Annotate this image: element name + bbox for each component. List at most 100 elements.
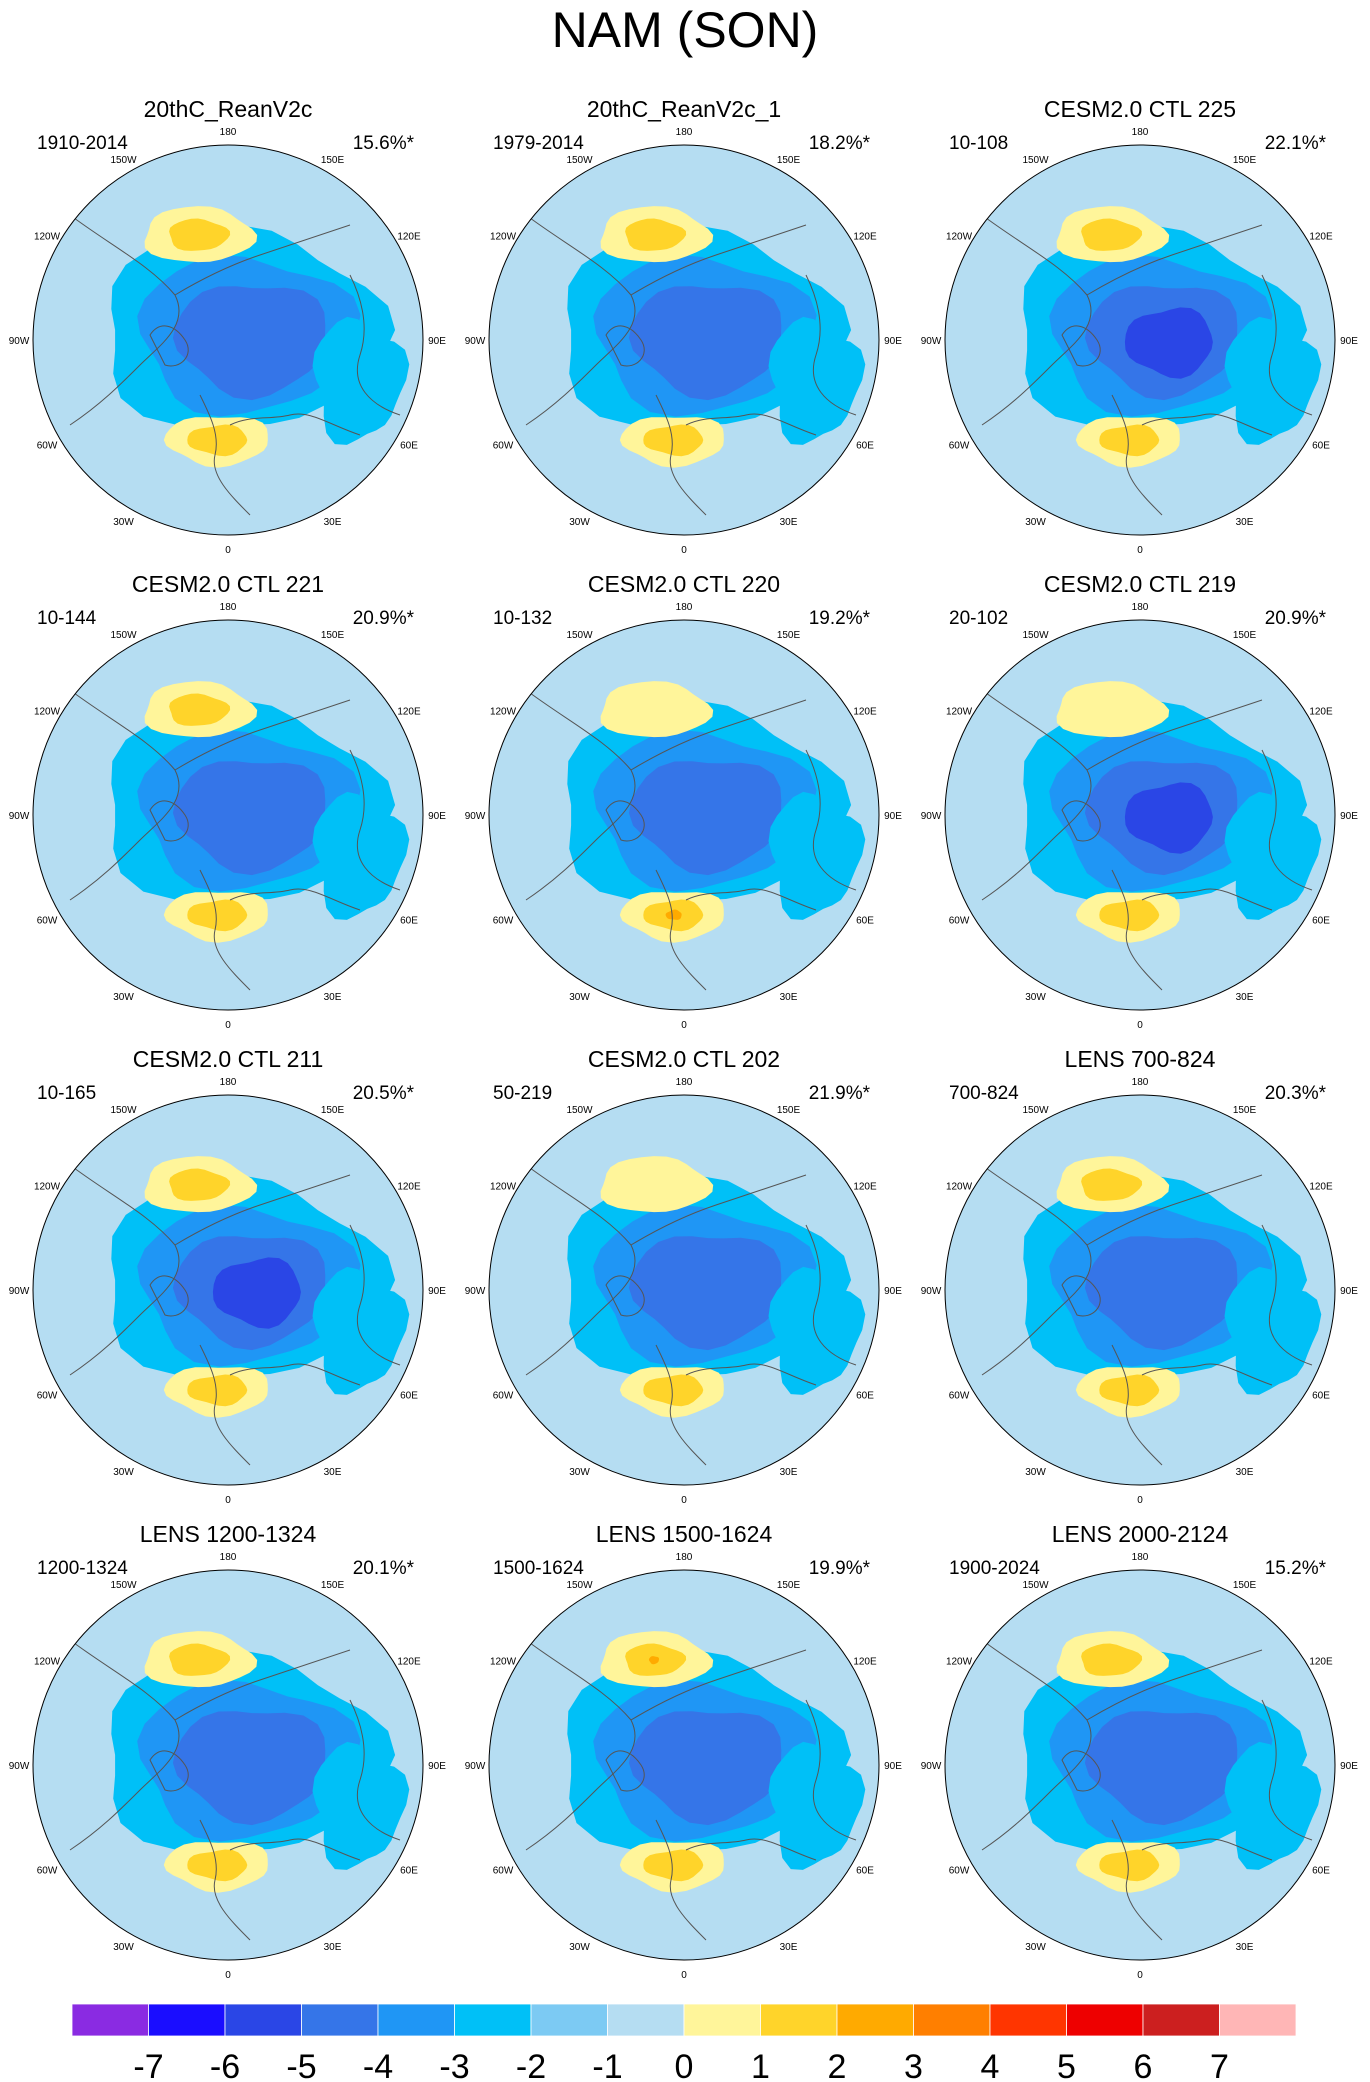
- pacific-positive-contour: [648, 1656, 660, 1665]
- atlantic-negative-lobe: [1224, 791, 1322, 920]
- longitude-label: 150W: [566, 630, 593, 641]
- panel-title: CESM2.0 CTL 220: [587, 571, 781, 597]
- polar-map: 180 150E 120E 90E 60E 30E 0 30W 60W 90W 120W 150W: [465, 1552, 903, 1981]
- panel-period: 10-132: [493, 608, 553, 629]
- longitude-label: 120W: [946, 232, 973, 243]
- longitude-label: 30E: [780, 1467, 798, 1478]
- polar-map: 180 150E 120E 90E 60E 30E 0 30W 60W 90W 120W 150W: [921, 1552, 1359, 1981]
- atlantic-negative-lobe: [768, 316, 866, 445]
- longitude-label: 60E: [400, 1866, 418, 1877]
- longitude-label: 0: [1137, 1495, 1143, 1506]
- longitude-label: 90E: [884, 1761, 902, 1772]
- coastline: [69, 689, 180, 901]
- longitude-label: 0: [225, 1970, 231, 1981]
- coastline: [174, 224, 351, 296]
- panel-variance: 20.1%*: [352, 1558, 414, 1579]
- longitude-label: 150E: [1233, 1105, 1257, 1116]
- coastline: [229, 1363, 361, 1386]
- panel-title: LENS 2000-2124: [1051, 1521, 1229, 1547]
- coastline: [174, 1174, 351, 1246]
- coastline: [69, 214, 180, 426]
- map-boundary: [488, 144, 880, 536]
- longitude-label: 0: [225, 1020, 231, 1031]
- longitude-label: 30W: [569, 1467, 590, 1478]
- longitude-label: 180: [220, 602, 237, 613]
- longitude-label: 60E: [400, 441, 418, 452]
- coastline: [1261, 1224, 1313, 1366]
- coastline: [981, 689, 1092, 901]
- panel-variance: 19.2%*: [808, 608, 870, 629]
- map-panel: LENS 2000-2124 1900-2024 15.2%* 180 150E 120E…: [912, 1520, 1368, 1995]
- longitude-label: 30E: [324, 1467, 342, 1478]
- longitude-label: 30E: [1236, 1467, 1254, 1478]
- polar-map: 180 150E 120E 90E 60E 30E 0 30W 60W 90W 120W 150W: [465, 1077, 903, 1506]
- coastline: [1141, 413, 1273, 436]
- coastline: [199, 1344, 251, 1466]
- pacific-positive-contour: [600, 1156, 714, 1213]
- longitude-label: 60E: [1312, 916, 1330, 927]
- coastline: [655, 1819, 707, 1941]
- coastline: [685, 1363, 817, 1386]
- panel-variance: 20.3%*: [1264, 1083, 1326, 1104]
- pacific-positive-contour: [1056, 681, 1170, 738]
- coastline: [1111, 1344, 1163, 1466]
- atlantic-negative-lobe: [312, 316, 410, 445]
- longitude-label: 30E: [780, 992, 798, 1003]
- map-boundary: [32, 619, 424, 1011]
- longitude-label: 90W: [9, 1286, 30, 1297]
- polar-map: 180 150E 120E 90E 60E 30E 0 30W 60W 90W 120W 150W: [9, 1077, 447, 1506]
- atlantic-negative-lobe: [1224, 1266, 1322, 1395]
- atlantic-positive-contour: [187, 899, 248, 932]
- colorbar-swatch: [989, 2003, 1067, 2037]
- longitude-label: 60E: [856, 1391, 874, 1402]
- atlantic-positive-contour: [187, 1374, 248, 1407]
- longitude-label: 30W: [1025, 1467, 1046, 1478]
- coastline: [1086, 1649, 1263, 1721]
- coastline: [605, 1275, 645, 1317]
- coastline: [805, 274, 857, 416]
- longitude-label: 150E: [321, 1580, 345, 1591]
- colorbar-swatch: [377, 2003, 455, 2037]
- coastline: [605, 800, 645, 842]
- map-panel: CESM2.0 CTL 221 10-144 20.9%* 180 150E 120E 90…: [0, 570, 456, 1045]
- longitude-label: 90E: [428, 1286, 446, 1297]
- longitude-label: 120W: [946, 707, 973, 718]
- coastline: [655, 869, 707, 991]
- longitude-label: 60W: [493, 441, 514, 452]
- coastline: [1086, 699, 1263, 771]
- longitude-label: 180: [1132, 1077, 1149, 1088]
- longitude-label: 30W: [569, 517, 590, 528]
- coastline: [1111, 1819, 1163, 1941]
- longitude-label: 90E: [428, 1761, 446, 1772]
- longitude-label: 0: [681, 545, 687, 556]
- map-boundary: [944, 1094, 1336, 1486]
- arctic-contour: [1124, 782, 1213, 854]
- colorbar-tick-label: 0: [675, 2048, 694, 2082]
- pacific-positive-contour: [1081, 1643, 1143, 1676]
- longitude-label: 90E: [1340, 1286, 1358, 1297]
- coastline: [630, 1174, 807, 1246]
- pacific-positive-contour: [169, 693, 231, 726]
- longitude-label: 30E: [780, 517, 798, 528]
- colorbar-swatch: [454, 2003, 532, 2037]
- polar-map: 180 150E 120E 90E 60E 30E 0 30W 60W 90W 120W 150W: [9, 127, 447, 556]
- colorbar-tick-label: 2: [828, 2048, 847, 2082]
- longitude-label: 0: [681, 1495, 687, 1506]
- panel-variance: 21.9%*: [808, 1083, 870, 1104]
- longitude-label: 0: [1137, 545, 1143, 556]
- panel-title: CESM2.0 CTL 202: [587, 1046, 781, 1072]
- panel-title: LENS 1200-1324: [139, 1521, 317, 1547]
- longitude-label: 120W: [946, 1182, 973, 1193]
- longitude-label: 120W: [946, 1657, 973, 1668]
- longitude-label: 120E: [853, 707, 877, 718]
- map-panel: CESM2.0 CTL 220 10-132 19.2%* 180 150E 120E 90…: [456, 570, 912, 1045]
- longitude-label: 60W: [37, 441, 58, 452]
- coastline: [1061, 1750, 1101, 1792]
- longitude-label: 0: [1137, 1020, 1143, 1031]
- longitude-label: 0: [681, 1020, 687, 1031]
- longitude-label: 120W: [34, 232, 61, 243]
- longitude-label: 120E: [397, 1657, 421, 1668]
- longitude-label: 90W: [465, 336, 486, 347]
- longitude-label: 90W: [465, 1286, 486, 1297]
- longitude-label: 180: [1132, 127, 1149, 138]
